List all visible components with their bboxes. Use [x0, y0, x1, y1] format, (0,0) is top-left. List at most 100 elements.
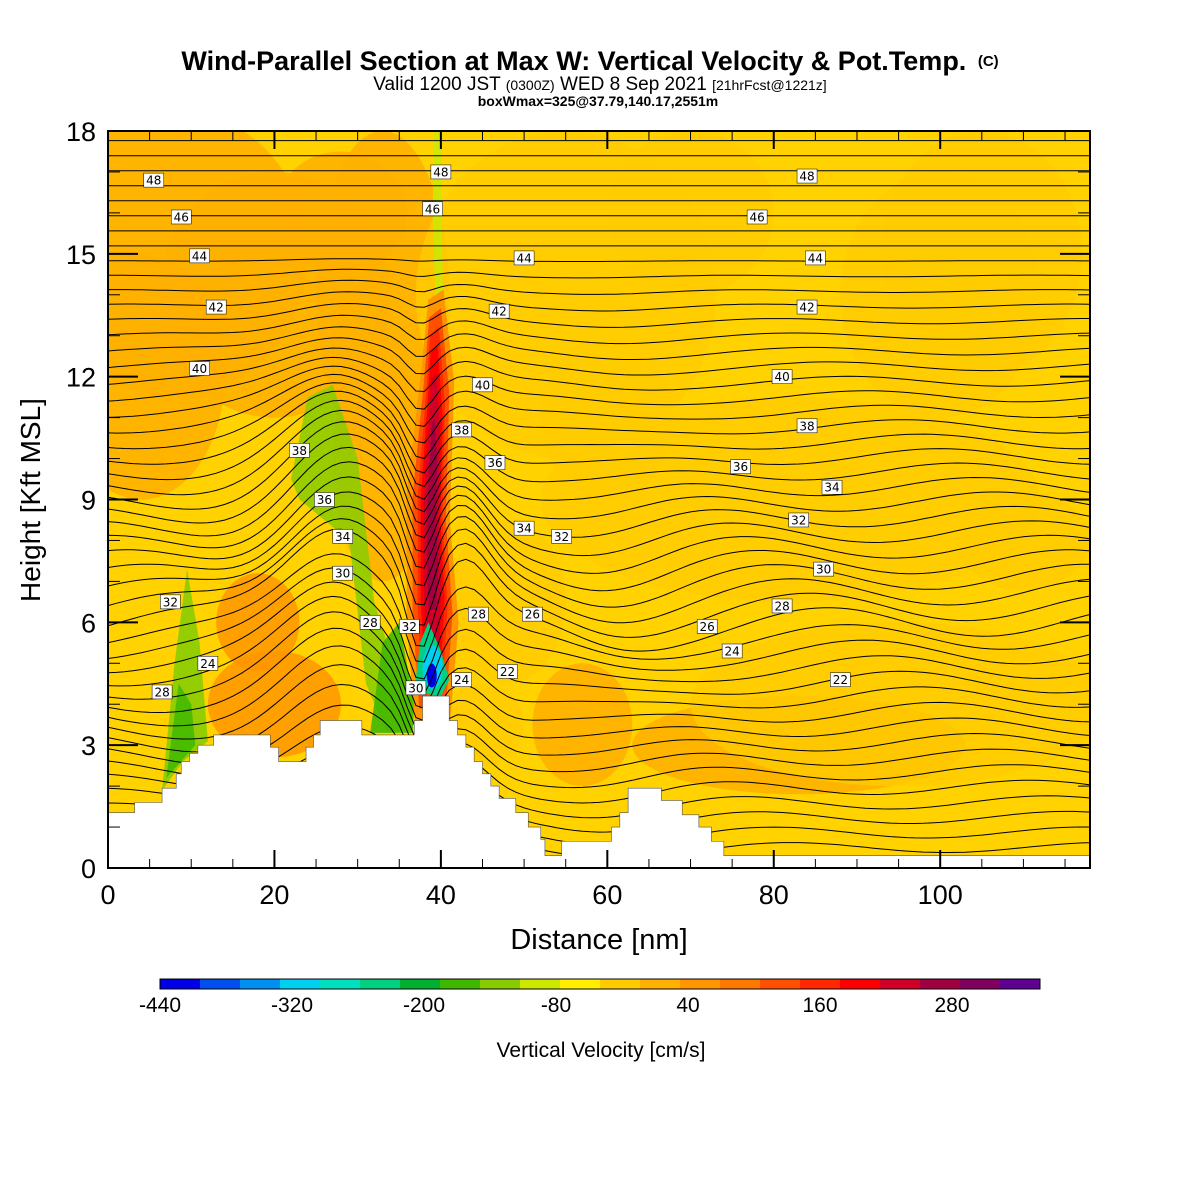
contour-label: 34: [513, 520, 535, 536]
contour-label: 38: [451, 422, 472, 437]
contour-label: 42: [205, 299, 227, 315]
svg-text:44: 44: [192, 249, 207, 263]
svg-text:24: 24: [725, 644, 740, 658]
colorbar-swatch: [160, 979, 201, 989]
svg-text:32: 32: [163, 595, 178, 609]
contour-label: 36: [730, 459, 751, 474]
isentrope: [108, 382, 1090, 460]
isentrope: [108, 291, 1090, 312]
contour-label: 24: [721, 643, 743, 658]
colorbar-swatch: [880, 979, 921, 989]
contour-label: 42: [488, 303, 510, 319]
isentrope: [108, 326, 1090, 360]
plot-field: 48 46 44 42 40 38 36 34 30 28 32 30 32 24 28 48 46 44 42 40…: [108, 131, 1090, 868]
svg-text:40: 40: [475, 378, 490, 392]
colorbar-swatch: [600, 979, 641, 989]
isentrope: [108, 611, 1090, 722]
svg-text:26: 26: [525, 608, 540, 622]
isentrope: [108, 409, 1090, 501]
colorbar-swatch: [280, 979, 321, 989]
svg-text:32: 32: [554, 530, 569, 544]
colorbar-swatch: [200, 979, 241, 989]
colorbar-tick-label: -440: [139, 994, 181, 1017]
contour-label: 30: [813, 561, 834, 577]
contour-label: 28: [468, 606, 489, 622]
contour-label: 46: [746, 209, 768, 224]
svg-text:42: 42: [491, 305, 506, 319]
contour-label: 38: [289, 443, 310, 458]
svg-text:44: 44: [516, 251, 531, 265]
chart-title: Wind-Parallel Section at Max W: Vertical…: [181, 46, 998, 76]
contour-label: 28: [771, 598, 793, 613]
x-tick-label: 100: [918, 880, 963, 910]
colorbar-swatch: [320, 979, 361, 989]
isentrope: [108, 421, 1090, 520]
contour-label: 22: [830, 672, 851, 687]
isentrope: [108, 567, 1090, 680]
isentrope: [108, 356, 1090, 410]
field-patch: [532, 663, 633, 787]
colorbar-swatch: [720, 979, 761, 989]
contour-label: 40: [472, 377, 493, 392]
svg-text:38: 38: [799, 419, 814, 433]
isentrope: [108, 581, 1090, 695]
colorbar-swatch: [960, 979, 1001, 989]
contour-label: 32: [788, 512, 809, 527]
isentrope: [108, 491, 1090, 608]
colorbar-swatch: [840, 979, 881, 989]
contour-label: 48: [796, 168, 818, 184]
isentrope: [108, 302, 1090, 328]
isentrope: [108, 664, 1090, 756]
svg-text:36: 36: [317, 493, 332, 507]
svg-text:28: 28: [154, 685, 169, 699]
isentrope: [108, 279, 1090, 295]
contour-label: 38: [796, 418, 818, 433]
svg-text:40: 40: [774, 370, 789, 384]
contour-label: 36: [314, 492, 335, 507]
colorbar-label: Vertical Velocity [cm/s]: [497, 1039, 706, 1062]
x-tick-label: 60: [592, 880, 622, 910]
colorbar: [159, 978, 1041, 990]
svg-text:48: 48: [146, 174, 161, 188]
svg-text:48: 48: [433, 165, 448, 179]
updraft-core: [427, 418, 439, 611]
colorbar-swatch: [520, 979, 561, 989]
isentrope: [108, 518, 1090, 638]
contour-label: 32: [551, 529, 572, 544]
y-tick-label: 6: [81, 608, 96, 638]
svg-text:38: 38: [292, 444, 307, 458]
isentrope: [108, 399, 1090, 488]
downdraft-region: [370, 622, 415, 733]
isentrope: [108, 627, 1090, 734]
y-tick-label: 3: [81, 731, 96, 761]
y-tick-label: 9: [81, 486, 96, 516]
x-axis-label: Distance [nm]: [510, 924, 687, 956]
y-axis-label: Height [Kft MSL]: [15, 398, 46, 602]
isentrope: [108, 258, 1090, 262]
downdraft-region: [291, 384, 412, 733]
contour-label: 32: [399, 619, 420, 634]
isentrope: [108, 683, 1090, 773]
isentrope: [108, 390, 1090, 474]
contour-label: 34: [332, 529, 353, 544]
isentrope: [108, 446, 1090, 557]
colorbar-swatch: [560, 979, 601, 989]
isentrope: [108, 528, 1090, 652]
colorbar-swatch: [240, 979, 281, 989]
svg-text:34: 34: [335, 530, 350, 544]
contour-label: 44: [189, 248, 210, 263]
svg-text:28: 28: [774, 599, 789, 613]
svg-text:24: 24: [200, 657, 215, 671]
contour-label: 24: [197, 656, 219, 671]
colorbar-swatch: [360, 979, 401, 989]
isentrope: [108, 505, 1090, 624]
contour-label: 36: [484, 455, 506, 470]
svg-text:46: 46: [174, 210, 189, 224]
isentrope: [108, 476, 1090, 592]
isentrope: [108, 553, 1090, 663]
contour-label: 28: [151, 684, 173, 699]
svg-text:30: 30: [816, 563, 831, 577]
svg-text:30: 30: [335, 567, 350, 581]
svg-text:46: 46: [749, 210, 764, 224]
contour-label: 40: [189, 361, 210, 376]
